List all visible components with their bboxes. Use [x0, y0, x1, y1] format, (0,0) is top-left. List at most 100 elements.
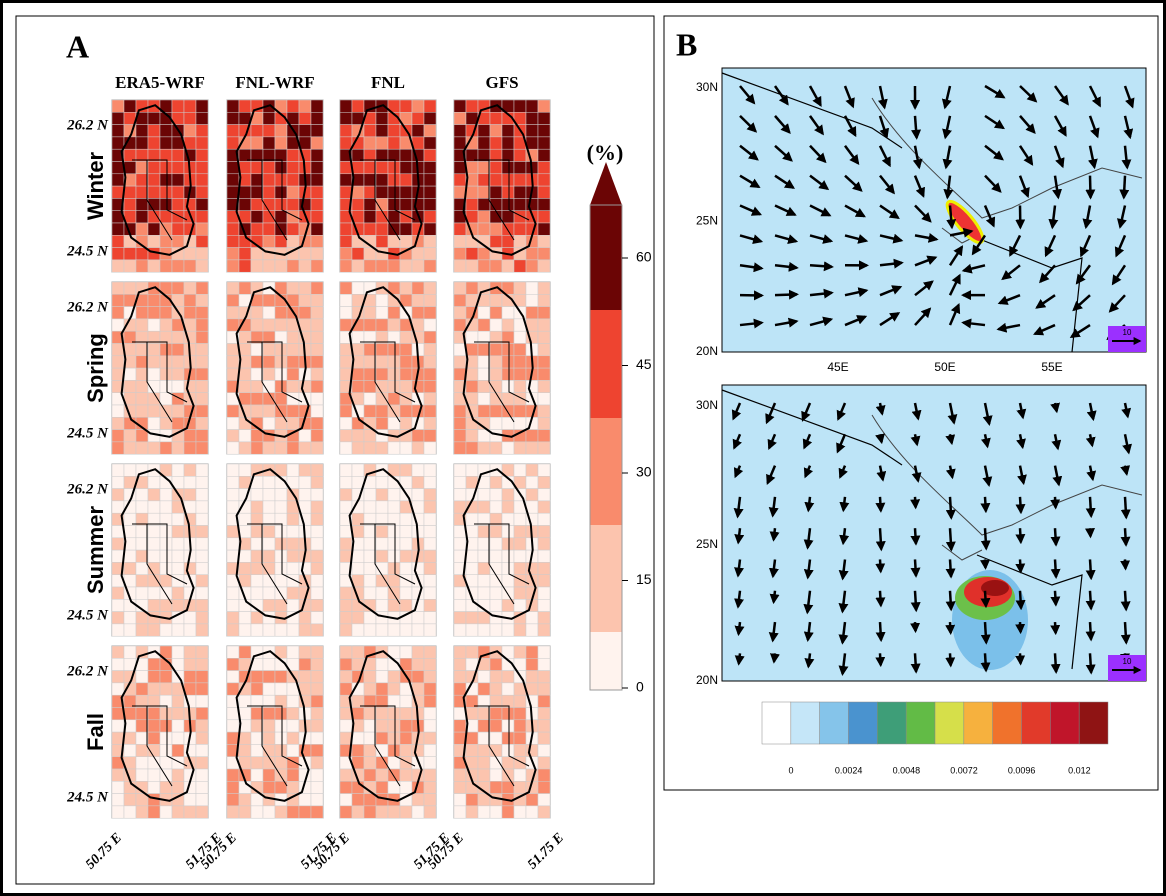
map-cell [238, 731, 252, 745]
ref-vector-label: 10 [1123, 328, 1132, 337]
map-cell [501, 768, 515, 782]
wind-arrow [914, 233, 939, 243]
map-cell [423, 781, 437, 794]
map-cell [159, 367, 173, 381]
map-cell [399, 623, 413, 637]
map-cell [226, 112, 240, 125]
map-cell [399, 281, 413, 295]
map-cell [135, 210, 149, 224]
map-cell [286, 781, 300, 794]
map-cell [453, 781, 467, 794]
wind-arrow [879, 312, 901, 327]
map-cell [411, 476, 425, 489]
map-cell [489, 537, 503, 551]
map-cell [423, 210, 437, 224]
lon-label: 55E [1041, 360, 1062, 374]
map-cell [453, 343, 467, 357]
map-cell [226, 306, 240, 320]
map-cell [310, 670, 324, 684]
map-cell [351, 99, 365, 113]
map-cell [351, 367, 365, 381]
map-cell [159, 731, 173, 745]
map-cell [183, 611, 197, 625]
map-cell [195, 512, 209, 526]
wind-arrow [768, 621, 779, 643]
map-cell [387, 768, 401, 782]
map-cell [226, 404, 240, 418]
map-cell [477, 645, 491, 659]
map-cell [238, 793, 252, 807]
map-cell [171, 259, 185, 273]
map-cell [339, 476, 353, 489]
map-cell [147, 210, 161, 224]
column-header: FNL-WRF [235, 73, 314, 92]
map-cell [423, 99, 437, 113]
map-cell [375, 756, 389, 770]
wind-arrow [911, 115, 922, 140]
map-cell [159, 185, 173, 199]
map-cell [477, 719, 491, 733]
map-cell [286, 744, 300, 757]
wind-arrow [769, 590, 780, 605]
map-cell [489, 549, 503, 563]
map-cell [123, 441, 137, 455]
map-cell [298, 380, 312, 393]
map-cell [250, 198, 264, 211]
map-cell [537, 525, 551, 539]
map-cell [399, 645, 413, 659]
map-cell [310, 645, 324, 659]
map-cell [135, 623, 149, 637]
wind-arrow [844, 174, 863, 192]
map-cell [310, 173, 324, 187]
map-cell [477, 198, 491, 211]
map-cell [513, 731, 527, 745]
wind-arrow [910, 496, 921, 510]
map-cell [159, 500, 173, 514]
map-cell [537, 392, 551, 406]
map-cell [423, 537, 437, 551]
map-cell [351, 343, 365, 357]
map-cell [423, 235, 437, 248]
map-cell [250, 367, 264, 381]
map-cell [351, 562, 365, 575]
map-cell [250, 99, 264, 113]
map-cell [453, 707, 467, 721]
map-cell [465, 343, 479, 357]
map-cell [262, 623, 276, 637]
map-cell [387, 198, 401, 211]
map-cell [387, 682, 401, 696]
map-cell [195, 537, 209, 551]
map-cell [310, 247, 324, 261]
wind-arrow [980, 559, 991, 570]
map-cell [262, 259, 276, 273]
map-cell [135, 161, 149, 175]
map-cell [399, 355, 413, 369]
wind-arrow [803, 621, 814, 642]
map-cell [375, 707, 389, 721]
map-cell [226, 586, 240, 600]
map-cell [489, 392, 503, 406]
map-cell [489, 731, 503, 745]
map-cell [262, 719, 276, 733]
map-cell [238, 429, 252, 443]
map-cell [423, 330, 437, 344]
map-cell [195, 173, 209, 187]
map-cell [501, 367, 515, 381]
colorbar-b-tick-label: 0.012 [1068, 765, 1091, 775]
map-cell [351, 645, 365, 659]
map-cell [423, 694, 437, 708]
map-cell [310, 161, 324, 175]
wind-arrow [983, 205, 996, 228]
map-cell [310, 537, 324, 551]
wind-arrow [945, 653, 956, 668]
map-cell [339, 463, 353, 477]
colorbar-b-segment [790, 701, 820, 745]
map-cell [274, 586, 288, 600]
map-cell [195, 259, 209, 273]
map-cell [339, 404, 353, 418]
map-cell [375, 525, 389, 539]
map-cell [250, 731, 264, 745]
map-cell [375, 537, 389, 551]
map-cell [226, 281, 240, 295]
map-cell [250, 222, 264, 236]
